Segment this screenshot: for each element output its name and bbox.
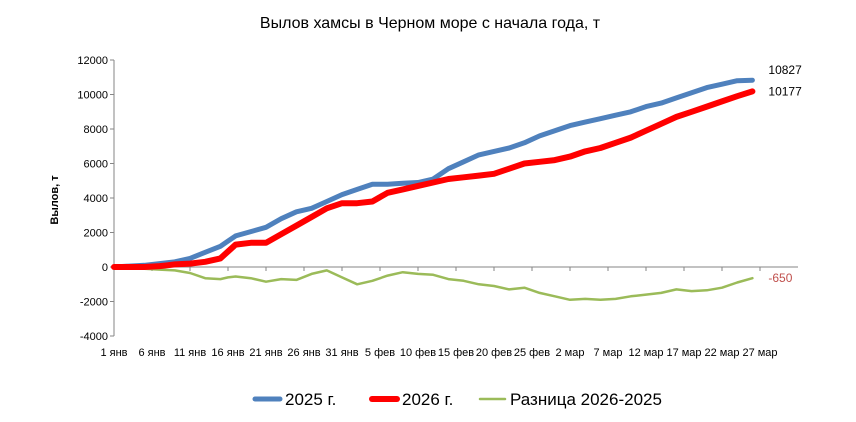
series-line-3 <box>112 265 754 302</box>
y-tick-label: 6000 <box>84 159 108 171</box>
y-tick-label: -4000 <box>80 331 108 343</box>
x-tick-label: 17 мар <box>666 347 701 359</box>
x-tick-label: 27 мар <box>742 347 777 359</box>
end-labels: 10827 10177 -650 <box>768 63 802 285</box>
x-tick-label: 10 фев <box>400 347 436 359</box>
series-end-label-1: 10827 <box>768 63 802 77</box>
x-tick-label: 5 фев <box>365 347 395 359</box>
chart-title: Вылов хамсы в Черном море с начала года,… <box>260 15 601 32</box>
y-axis-label: Вылов, т <box>49 175 61 225</box>
series-end-label-3: -650 <box>768 271 792 285</box>
x-tick-label: 20 фев <box>476 347 512 359</box>
series-end-label-2: 10177 <box>768 84 802 98</box>
x-tick-label: 22 мар <box>704 347 739 359</box>
x-tick-label: 26 янв <box>287 347 320 359</box>
y-tick-label: 4000 <box>84 193 108 205</box>
x-tick-label: 16 янв <box>211 347 244 359</box>
x-tick-label: 25 фев <box>514 347 550 359</box>
y-tick-label: 12000 <box>77 55 108 67</box>
series-line-1 <box>111 77 755 270</box>
x-tick-label: 11 янв <box>174 347 207 359</box>
x-tick-label: 21 янв <box>249 347 282 359</box>
y-tick-label: 2000 <box>84 228 108 240</box>
x-tick-label: 15 фев <box>438 347 474 359</box>
axes: -4000 -2000 0 2000 4000 6000 8000 10000 12000 1 я… <box>77 55 798 359</box>
legend: 2025 г. 2026 г. Разница 2026-2025 <box>252 390 662 409</box>
legend-label-3: Разница 2026-2025 <box>510 390 662 409</box>
x-tick-label: 12 мар <box>628 347 663 359</box>
legend-label-2: 2026 г. <box>402 390 453 409</box>
y-tick-label: 0 <box>102 262 108 274</box>
legend-label-1: 2025 г. <box>285 390 336 409</box>
x-tick-label: 6 янв <box>138 347 165 359</box>
x-tick-label: 31 янв <box>325 347 358 359</box>
y-tick-label: 10000 <box>77 90 108 102</box>
y-tick-label: -2000 <box>80 297 108 309</box>
series-line-2 <box>111 88 756 270</box>
x-tick-label: 7 мар <box>594 347 623 359</box>
series-layer <box>111 77 756 302</box>
y-tick-label: 8000 <box>84 124 108 136</box>
x-tick-label: 2 мар <box>556 347 585 359</box>
x-tick-label: 1 янв <box>100 347 127 359</box>
